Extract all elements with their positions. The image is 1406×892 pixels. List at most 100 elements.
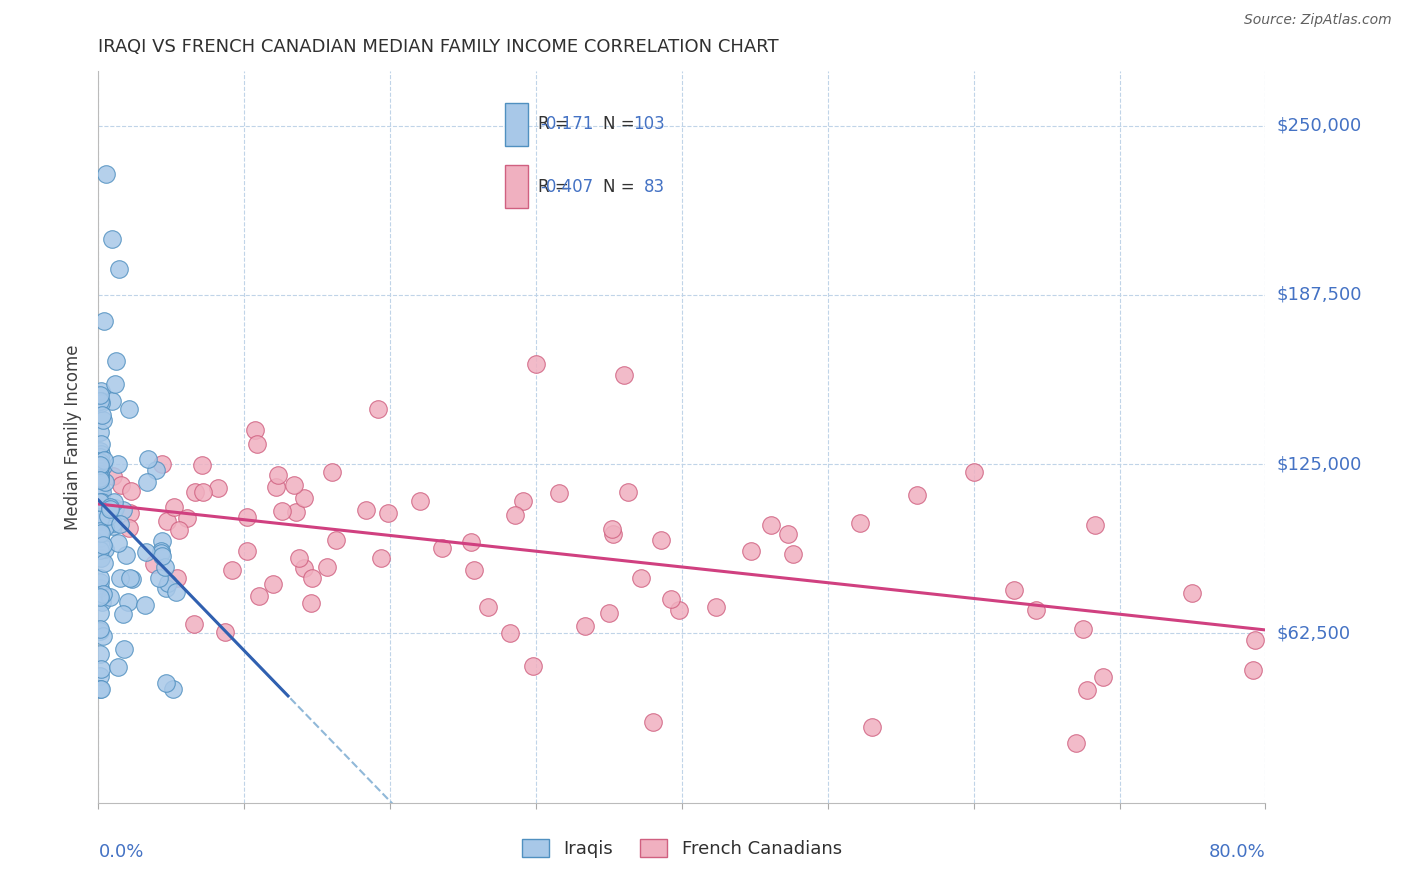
Point xyxy=(89,543,111,558)
Point xyxy=(503,508,526,522)
Point xyxy=(91,500,114,514)
Point xyxy=(905,487,928,501)
Point xyxy=(101,516,124,530)
Point xyxy=(283,478,305,492)
Point xyxy=(165,584,187,599)
Point xyxy=(94,475,117,490)
Point xyxy=(247,589,270,603)
Point xyxy=(156,514,179,528)
Point xyxy=(262,576,284,591)
Point xyxy=(111,607,134,621)
Point xyxy=(659,591,682,606)
Point xyxy=(89,582,111,596)
Point xyxy=(1064,736,1087,750)
Point xyxy=(91,413,114,427)
Point xyxy=(1244,632,1267,647)
Point xyxy=(94,167,117,181)
Point xyxy=(90,495,112,509)
Text: $62,500: $62,500 xyxy=(1277,624,1351,642)
Point xyxy=(89,622,111,636)
Point xyxy=(108,262,131,277)
Point xyxy=(236,509,259,524)
Point xyxy=(547,485,569,500)
Point xyxy=(91,485,114,500)
Point xyxy=(93,313,115,327)
Point xyxy=(740,544,762,558)
Point xyxy=(288,550,311,565)
Point xyxy=(246,437,269,451)
Point xyxy=(89,458,111,472)
Point xyxy=(89,394,111,409)
Point xyxy=(89,606,111,620)
Point xyxy=(91,459,114,474)
Point xyxy=(89,669,111,683)
Text: $125,000: $125,000 xyxy=(1277,455,1362,473)
Point xyxy=(89,450,111,464)
Point xyxy=(98,590,121,604)
Point xyxy=(321,465,343,479)
Point xyxy=(89,512,111,526)
Point xyxy=(89,470,111,484)
Point xyxy=(782,547,804,561)
Point xyxy=(155,581,177,595)
Point xyxy=(1181,586,1204,600)
Point xyxy=(301,570,323,584)
Point xyxy=(89,647,111,661)
Point xyxy=(143,558,166,572)
Point xyxy=(89,495,111,509)
Point xyxy=(89,488,111,502)
Point xyxy=(112,641,135,656)
Point xyxy=(89,591,111,605)
Point xyxy=(107,659,129,673)
Point xyxy=(617,485,640,500)
Point xyxy=(104,501,127,516)
Point xyxy=(430,541,453,555)
Point xyxy=(236,544,259,558)
Point xyxy=(104,354,127,368)
Point xyxy=(354,503,377,517)
Point xyxy=(89,455,111,469)
Point xyxy=(89,425,111,439)
Point xyxy=(463,563,485,577)
Point xyxy=(1241,663,1264,677)
Point xyxy=(98,501,121,516)
Point xyxy=(104,376,127,391)
Point xyxy=(512,493,534,508)
Point xyxy=(91,586,114,600)
Point xyxy=(89,388,111,402)
Point xyxy=(150,544,173,558)
Point xyxy=(148,571,170,585)
Point xyxy=(183,617,205,632)
Point xyxy=(162,681,184,696)
Point xyxy=(370,550,392,565)
Point xyxy=(91,538,114,552)
Point xyxy=(499,626,522,640)
Point xyxy=(150,547,173,561)
Point xyxy=(135,545,157,559)
Point xyxy=(89,571,111,585)
Point xyxy=(89,460,111,475)
Point xyxy=(91,595,114,609)
Point xyxy=(477,600,499,615)
Point xyxy=(135,475,157,489)
Text: Source: ZipAtlas.com: Source: ZipAtlas.com xyxy=(1244,13,1392,28)
Point xyxy=(89,575,111,590)
Point xyxy=(522,658,544,673)
Point xyxy=(89,505,111,519)
Point xyxy=(90,681,112,696)
Point xyxy=(367,402,389,417)
Point xyxy=(325,533,347,547)
Y-axis label: Median Family Income: Median Family Income xyxy=(65,344,83,530)
Point xyxy=(860,720,883,734)
Point xyxy=(108,571,131,585)
Point xyxy=(134,599,156,613)
Point xyxy=(89,467,111,482)
Point xyxy=(299,596,322,610)
Point xyxy=(1076,683,1098,698)
Point xyxy=(1071,622,1094,636)
Point xyxy=(602,522,624,536)
Point xyxy=(524,357,547,371)
Text: 80.0%: 80.0% xyxy=(1209,843,1265,861)
Point xyxy=(118,571,141,585)
Legend: Iraqis, French Canadians: Iraqis, French Canadians xyxy=(513,830,851,867)
